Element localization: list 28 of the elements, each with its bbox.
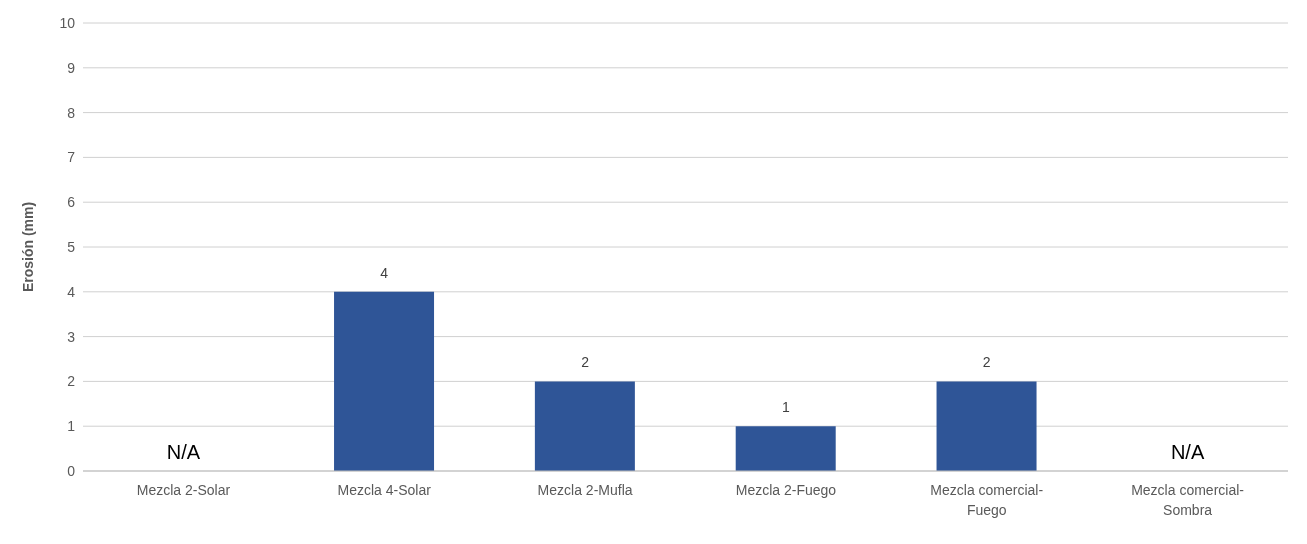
x-tick-label: Mezcla 2-Fuego: [735, 482, 837, 498]
y-tick-label: 7: [67, 149, 76, 166]
x-tick-label: Mezcla 4-Solar: [337, 482, 432, 498]
bar: [735, 426, 836, 471]
text: N/A: [166, 441, 201, 463]
y-tick-label: 6: [67, 194, 76, 211]
bar: [534, 381, 635, 471]
x-tick-label: Mezcla 2-Solar: [136, 482, 231, 498]
y-axis-title: Erosión (mm): [19, 201, 36, 293]
y-tick-label: 9: [67, 59, 76, 76]
bar: [936, 381, 1037, 471]
data-label: 2: [581, 354, 590, 371]
y-tick-label: 0: [67, 462, 76, 479]
x-tick-label: Mezcla comercial-Fuego: [930, 482, 1044, 518]
y-tick-label: 3: [67, 328, 76, 345]
y-tick-label: 1: [67, 418, 76, 435]
y-tick-label: 4: [67, 283, 76, 300]
bar: [334, 291, 435, 471]
data-label: 4: [380, 264, 389, 281]
text: N/A: [1170, 441, 1205, 463]
y-tick-label: 10: [59, 14, 76, 31]
data-label: 1: [782, 399, 791, 416]
y-tick-label: 5: [67, 238, 76, 255]
data-label: 2: [982, 354, 991, 371]
x-tick-label: Mezcla comercial-Sombra: [1131, 482, 1245, 518]
x-tick-label: Mezcla 2-Mufla: [537, 482, 633, 498]
y-tick-label: 8: [67, 104, 76, 121]
y-tick-label: 2: [67, 373, 76, 390]
